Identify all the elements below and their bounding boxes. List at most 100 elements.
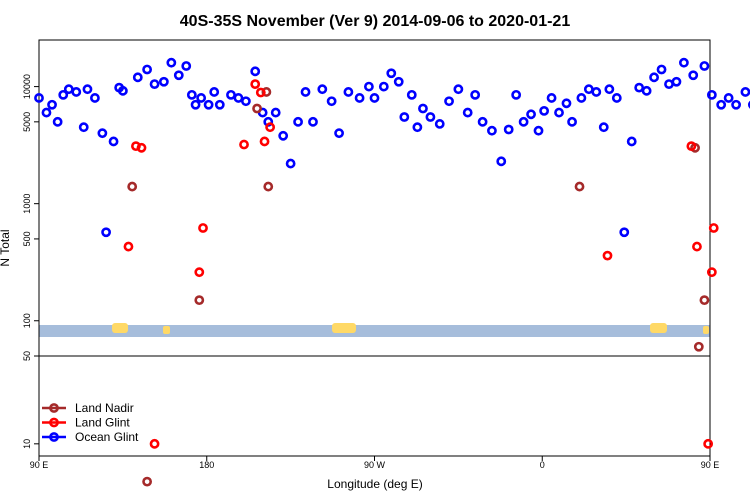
data-point-ocean-glint bbox=[240, 96, 251, 107]
data-point-ocean-glint bbox=[470, 89, 481, 100]
data-point-ocean-glint bbox=[487, 125, 497, 136]
data-point-land-nadir bbox=[693, 341, 704, 352]
data-point-ocean-glint bbox=[731, 99, 741, 110]
data-point-ocean-glint bbox=[285, 158, 296, 169]
data-point-ocean-glint bbox=[706, 89, 717, 100]
data-point-ocean-glint bbox=[196, 93, 207, 103]
data-point-ocean-glint bbox=[496, 156, 507, 167]
y-tick-label: 10000 bbox=[22, 74, 32, 99]
data-point-ocean-glint bbox=[334, 128, 344, 139]
data-point-land-nadir bbox=[699, 295, 710, 306]
data-point-ocean-glint bbox=[108, 136, 119, 147]
data-point-ocean-glint bbox=[539, 105, 550, 116]
data-point-ocean-glint bbox=[63, 84, 74, 95]
y-axis-label: N Total bbox=[0, 229, 12, 266]
data-point-ocean-glint bbox=[166, 57, 177, 68]
data-point-ocean-glint bbox=[101, 227, 111, 238]
data-point-ocean-glint bbox=[233, 93, 244, 103]
data-point-land-glint bbox=[250, 79, 261, 90]
data-point-land-glint bbox=[686, 141, 697, 152]
data-point-ocean-glint bbox=[546, 93, 557, 103]
y-tick-label: 5000 bbox=[22, 112, 32, 132]
data-point-ocean-glint bbox=[132, 72, 143, 83]
data-point-land-glint bbox=[136, 142, 147, 153]
data-point-ocean-glint bbox=[747, 100, 750, 109]
data-point-ocean-glint bbox=[97, 128, 108, 139]
data-point-ocean-glint bbox=[378, 81, 389, 92]
data-point-ocean-glint bbox=[250, 66, 261, 77]
data-point-ocean-glint bbox=[117, 85, 128, 96]
data-point-land-glint bbox=[239, 139, 249, 150]
land-blobs bbox=[112, 323, 709, 334]
data-point-ocean-glint bbox=[406, 89, 417, 100]
data-point-ocean-glint bbox=[533, 125, 544, 136]
data-point-land-glint bbox=[198, 223, 208, 233]
data-point-ocean-glint bbox=[71, 87, 82, 97]
data-point-ocean-glint bbox=[679, 57, 689, 68]
data-point-ocean-glint bbox=[149, 79, 160, 90]
data-point-ocean-glint bbox=[190, 99, 201, 110]
data-point-ocean-glint bbox=[444, 96, 454, 107]
data-point-land-nadir bbox=[574, 181, 585, 192]
data-point-land-nadir bbox=[194, 295, 205, 306]
data-point-ocean-glint bbox=[591, 87, 602, 97]
legend-entry: Land Nadir bbox=[42, 401, 134, 415]
data-point-ocean-glint bbox=[209, 87, 220, 97]
data-point-ocean-glint bbox=[462, 107, 473, 118]
land-map-strip bbox=[39, 325, 710, 337]
y-tick-label: 100 bbox=[22, 313, 32, 328]
data-point-ocean-glint bbox=[425, 112, 436, 122]
y-tick-label: 50 bbox=[22, 351, 32, 361]
data-point-land-nadir bbox=[261, 87, 272, 97]
legend-label: Land Nadir bbox=[75, 401, 134, 415]
data-point-ocean-glint bbox=[604, 84, 615, 95]
data-point-ocean-glint bbox=[656, 64, 667, 75]
chart-title: 40S-35S November (Ver 9) 2014-09-06 to 2… bbox=[180, 13, 571, 30]
data-point-ocean-glint bbox=[671, 76, 682, 87]
legend-marker bbox=[49, 403, 59, 413]
data-point-land-glint bbox=[708, 223, 719, 233]
data-point-ocean-glint bbox=[186, 89, 197, 100]
data-point-ocean-glint bbox=[203, 99, 214, 110]
data-point-land-nadir bbox=[142, 476, 153, 487]
data-point-ocean-glint bbox=[158, 76, 169, 87]
data-point-land-glint bbox=[123, 241, 134, 252]
data-point-ocean-glint bbox=[526, 109, 536, 120]
data-point-ocean-glint bbox=[142, 64, 153, 75]
data-point-land-nadir bbox=[252, 103, 262, 114]
data-point-ocean-glint bbox=[561, 98, 572, 109]
data-point-ocean-glint bbox=[740, 87, 750, 97]
data-point-land-glint bbox=[706, 267, 717, 278]
data-point-ocean-glint bbox=[90, 93, 100, 103]
x-axis-label: Longitude (deg E) bbox=[327, 477, 422, 491]
data-point-ocean-glint bbox=[181, 61, 192, 71]
data-point-land-glint bbox=[194, 267, 205, 278]
data-point-ocean-glint bbox=[270, 107, 281, 118]
data-point-ocean-glint bbox=[716, 99, 727, 110]
data-point-ocean-glint bbox=[393, 76, 404, 87]
legend-label: Ocean Glint bbox=[75, 430, 139, 444]
x-tick-label: 180 bbox=[199, 460, 214, 470]
data-point-land-glint bbox=[703, 438, 714, 449]
legend-entry: Land Glint bbox=[42, 416, 130, 430]
data-point-land-glint bbox=[265, 122, 276, 133]
data-point-land-glint bbox=[149, 438, 160, 449]
data-point-ocean-glint bbox=[52, 116, 63, 127]
x-tick-label: 90 E bbox=[701, 460, 720, 470]
data-point-ocean-glint bbox=[82, 84, 93, 95]
axes: 90 E 180 90 W 0 90 E 100 500 1000 5000 10000 10 50 bbox=[22, 74, 719, 470]
data-point-ocean-glint bbox=[518, 116, 529, 127]
data-point-ocean-glint bbox=[326, 96, 337, 107]
data-point-land-glint bbox=[602, 250, 613, 261]
data-point-ocean-glint bbox=[688, 70, 699, 81]
data-point-ocean-glint bbox=[649, 72, 659, 83]
data-point-ocean-glint bbox=[173, 70, 184, 81]
legend-entry: Ocean Glint bbox=[42, 430, 139, 444]
data-point-ocean-glint bbox=[369, 93, 380, 103]
x-tick-label: 90 E bbox=[30, 460, 49, 470]
data-point-ocean-glint bbox=[34, 93, 44, 103]
data-point-ocean-glint bbox=[453, 84, 464, 95]
data-point-ocean-glint bbox=[664, 79, 674, 90]
x-tick-label: 90 W bbox=[364, 460, 386, 470]
